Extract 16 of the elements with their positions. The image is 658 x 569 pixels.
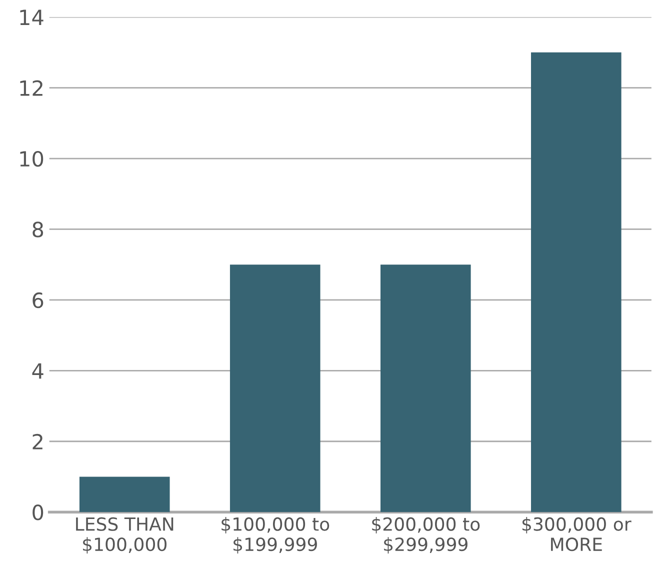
y-tick-label: 14 xyxy=(20,10,44,25)
x-tick-label: LESS THAN $100,000 xyxy=(76,517,174,554)
y-tick-label: 8 xyxy=(32,222,44,238)
bar xyxy=(79,476,170,512)
x-tick-label: $200,000 to $299,999 xyxy=(372,516,480,554)
bar xyxy=(531,52,622,512)
y-tick-label: 2 xyxy=(32,434,42,450)
y-tick-label: 10 xyxy=(20,150,44,167)
y-tick-label: 0 xyxy=(32,504,44,520)
y-tick-label: 4 xyxy=(32,363,44,379)
bar xyxy=(380,264,471,512)
y-tick-label: 6 xyxy=(32,292,44,308)
x-tick-label: $100,000 to $199,999 xyxy=(222,516,330,554)
y-tick-label: 12 xyxy=(20,80,42,96)
x-tick-label: $300,000 or MORE xyxy=(522,516,632,552)
bar xyxy=(230,264,320,512)
